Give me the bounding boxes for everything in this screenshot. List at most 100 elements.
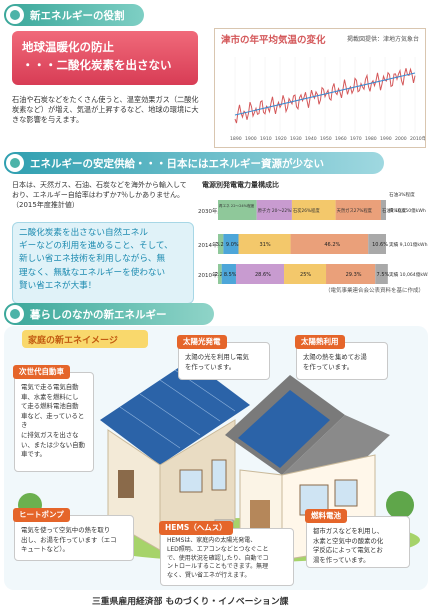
card-label: ヒートポンプ (13, 508, 70, 522)
x-tick-label: 2010年 (410, 135, 425, 142)
bar-segment-2030 (218, 200, 257, 220)
x-tick-label: 1930 (290, 136, 302, 142)
card-label: 燃料電池 (305, 509, 347, 523)
bar-segment-2030 (291, 200, 336, 220)
card-label-text: ヒートポンプ (19, 510, 64, 520)
card-hems: HEMS（ヘムス） HEMSは、家庭内の太陽光発電、 LED照明、エアコンなどと… (159, 521, 294, 586)
card-line: 学反応によって電気とお (313, 546, 383, 555)
bar-value-label: 8.5% (224, 272, 237, 278)
bar-annotation: 石油3%程度 (389, 191, 415, 198)
card-heatpump: ヒートポンプ 電気を使って空気中の熱を取り 出し、お湯を作っています（エコ キュ… (13, 508, 134, 561)
card-line: ントロールすることもできます。無理 (167, 563, 269, 571)
bar-value-label: 29.3% (346, 272, 362, 278)
bar-label-2030: 石炭26%程度 (293, 207, 320, 214)
card-solar-heat: 太陽熱利用 太陽の熱を集めてお湯 を作っています。 (295, 335, 388, 380)
bar-label-2030: 原子力 20〜22%程度 (258, 207, 301, 214)
category-label: 2010年度 (198, 271, 223, 279)
tree (386, 491, 414, 519)
power-source-chart: 電源別発電電力量構成比 2030年度 2014年度 2010年度 原子力 20〜22%… (196, 178, 428, 310)
bar-value-label: 10.6% (372, 242, 388, 248)
body-line: きな影響を与えます。 (12, 115, 84, 125)
global-warming-box: 地球温暖化の防止 ・・・二酸化炭素を出さない (12, 31, 198, 85)
card-next-gen-car: 次世代自動車 電気で走る電気自動 車、水素を燃料にし て走る燃料電池自動 車など… (13, 365, 94, 472)
temperature-plot: 1890 1900 1910 1920 1930 1940 1950 1960 1970 1980… (230, 57, 425, 142)
bar-segment-2030 (380, 200, 386, 220)
bar-label-2030: 天然ガス27%程度 (337, 207, 373, 214)
power-chart-source: （電気事業連合会公表資料を基に作成） (324, 288, 424, 294)
card-label-text: 燃料電池 (311, 511, 341, 521)
section-header-role: 新エネルギーの役割 (4, 4, 144, 26)
red-box-line2: ・・・二酸化炭素を出さない (22, 58, 172, 72)
blue-box-line: ギーなどの利用を進めること、そして、 (19, 241, 173, 252)
card-label-text: 太陽熱利用 (301, 337, 339, 347)
bullet-icon (6, 154, 24, 172)
card-line: 電気を使って空気中の熱を取り (21, 526, 111, 534)
blue-box-line: 新しい省エネ技術を利用しながら、無 (19, 254, 166, 265)
card-line: を作っています。 (303, 362, 354, 371)
bar-segment (368, 234, 386, 254)
power-chart-title: 電源別発電電力量構成比 (202, 181, 279, 189)
bullet-icon (6, 305, 24, 323)
card-solar-pv: 太陽光発電 太陽の光を利用し電気 を作っています。 (177, 335, 270, 380)
category-label: 2030年度 (198, 207, 223, 215)
card-line: なく、賢い省エネが行えます。 (167, 572, 251, 580)
bar-annotation: 風 10,650億kWh (389, 207, 426, 214)
body-line: おり、エネルギー自給率はわずか7％しかありません。 (12, 191, 184, 200)
category-label: 2014年度 (198, 241, 223, 249)
section-header-new-energy: 暮らしのなかの新エネルギー (4, 303, 214, 325)
x-tick-label: 1890 (230, 136, 242, 142)
temperature-chart-source: 掲載図提供：津地方気象台 (346, 36, 419, 43)
card-label: 太陽光発電 (177, 335, 227, 349)
section-header-energy-supply: エネルギーの安定供給・・・日本にはエネルギー資源が少ない (4, 152, 384, 174)
bar-segment (218, 234, 224, 254)
card-label: 次世代自動車 (13, 365, 70, 379)
card-label: HEMS（ヘムス） (159, 521, 233, 535)
card-label: 太陽熱利用 (295, 335, 345, 349)
blue-box-line: 賢い省エネが大事！ (19, 280, 97, 291)
card-line: て走る燃料電池自動 (21, 402, 79, 411)
x-tick-label: 1990 (380, 136, 392, 142)
card-line: で、使用状況を確認したり、自動でコ (167, 554, 269, 562)
bar-segment (223, 234, 239, 254)
x-tick-label: 1900 (245, 136, 257, 142)
x-tick-label: 1910 (260, 136, 272, 142)
bar-value-label: 31% (260, 242, 271, 248)
home-title: 家庭の新エネイメージ (22, 330, 148, 348)
card-line: キュートなど）。 (21, 545, 69, 554)
blue-box-line: 理なく、無駄なエネルギーを使わない (19, 267, 166, 278)
card-label-text: HEMS（ヘムス） (165, 523, 227, 533)
card-line: に排気ガスを出さな (21, 430, 79, 439)
energy-saving-box: 二酸化炭素を出さない自然エネル ギーなどの利用を進めること、そして、 新しい省エ… (12, 222, 194, 304)
card-line: 太陽の光を利用し電気 (185, 353, 249, 361)
card-line: LED照明、エアコンなどとつなぐこと (167, 545, 269, 553)
card-line: 車など、走っているとき (21, 411, 85, 430)
card-line: 太陽の熱を集めてお湯 (303, 353, 367, 361)
x-tick-label: 2000 (395, 136, 407, 142)
blue-box-line: 二酸化炭素を出さない自然エネル (19, 228, 148, 238)
bar-segment (326, 264, 376, 284)
footer-department: 三重県雇用経済部 ものづくり・イノベーション課 (92, 597, 289, 607)
bar-segment-2030 (256, 200, 292, 220)
bar-value-label: 9.0% (226, 242, 239, 248)
temperature-chart: 津市の年平均気温の変化 掲載図提供：津地方気象台 1890 1900 1910 192… (214, 28, 426, 148)
card-label-text: 太陽光発電 (183, 337, 221, 347)
bar-segment (284, 264, 327, 284)
red-box-line1: 地球温暖化の防止 (22, 40, 114, 54)
card-line: 湯を作っています。 (313, 555, 370, 564)
card-line: 出し、お湯を作っています（エコ (21, 535, 117, 544)
card-line: 水素と空気中の酸素の化 (313, 536, 384, 545)
card-line: 車、水素を燃料にし (21, 392, 79, 401)
temperature-chart-title: 津市の年平均気温の変化 (221, 35, 326, 46)
bar-value-label: 25% (300, 272, 311, 278)
bar-value-label: 28.6% (255, 272, 271, 278)
card-line: 電気で走る電気自動 (21, 383, 79, 391)
bar-annotation: 実績 9,101億kWh (389, 241, 428, 248)
x-tick-label: 1980 (365, 136, 377, 142)
x-tick-label: 1960 (335, 136, 347, 142)
card-fuel-cell: 燃料電池 都市ガスなどを利用し、 水素と空気中の酸素の化 学反応によって電気とお… (305, 509, 410, 568)
body-line: 日本は、天然ガス、石油、石炭などを海外から輸入して (12, 181, 187, 189)
card-line: 都市ガスなどを利用し、 (313, 527, 384, 535)
x-tick-label: 1920 (275, 136, 287, 142)
card-line: い、または少ない自動 (21, 440, 85, 449)
bar-label-2030: 石油3%程度 (382, 207, 407, 214)
